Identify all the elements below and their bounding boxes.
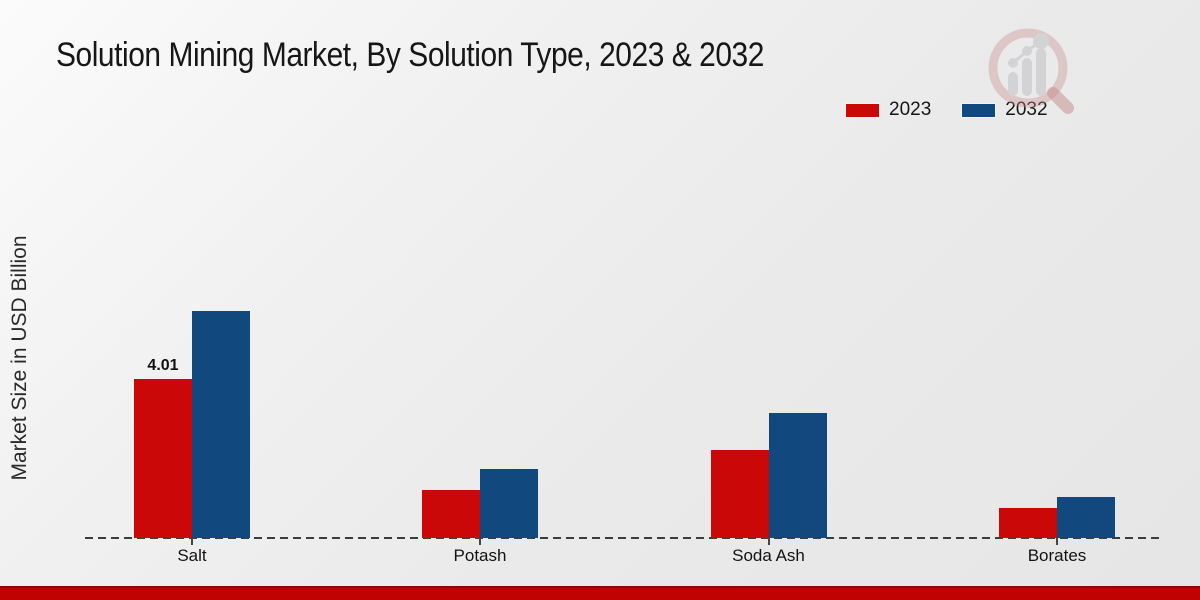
bar-2032-borates — [1057, 497, 1115, 538]
legend-label-2023: 2023 — [889, 99, 932, 120]
legend-item-2023: 2023 — [845, 99, 931, 121]
bar-chart-glyph — [1008, 48, 1046, 96]
bar-2032-soda-ash — [768, 413, 827, 538]
bar-2023-borates — [999, 508, 1057, 538]
bar-2023-soda-ash — [710, 450, 769, 538]
bar-2023-potash — [422, 490, 480, 538]
magnifier-icon — [988, 28, 1074, 114]
bar-value-label: 4.01 — [147, 357, 179, 374]
trend-line-glyph — [1008, 33, 1049, 68]
x-axis-category-label: Salt — [177, 546, 207, 565]
x-axis-tick — [191, 538, 193, 545]
x-axis-tick — [1056, 538, 1058, 545]
legend: 2023 2032 — [845, 99, 1048, 121]
bar-2032-potash — [480, 469, 538, 538]
legend-swatch-2023 — [845, 102, 880, 118]
x-axis-tick — [767, 538, 770, 545]
legend-item-2032: 2032 — [961, 99, 1048, 121]
x-axis-category-label: Borates — [1027, 546, 1087, 565]
legend-swatch-2032 — [961, 102, 997, 118]
bar-2032-salt — [192, 311, 250, 538]
x-axis-line — [85, 537, 1163, 539]
bottom-red-strip — [0, 586, 1200, 600]
x-axis-tick — [479, 538, 481, 545]
legend-label-2032: 2032 — [1005, 99, 1048, 120]
chart-title: Solution Mining Market, By Solution Type… — [56, 36, 764, 74]
watermark-logo — [988, 28, 1074, 114]
x-axis-category-label: Potash — [453, 546, 507, 565]
x-axis-category-label: Soda Ash — [732, 546, 805, 565]
bar-2023-salt — [134, 379, 192, 538]
